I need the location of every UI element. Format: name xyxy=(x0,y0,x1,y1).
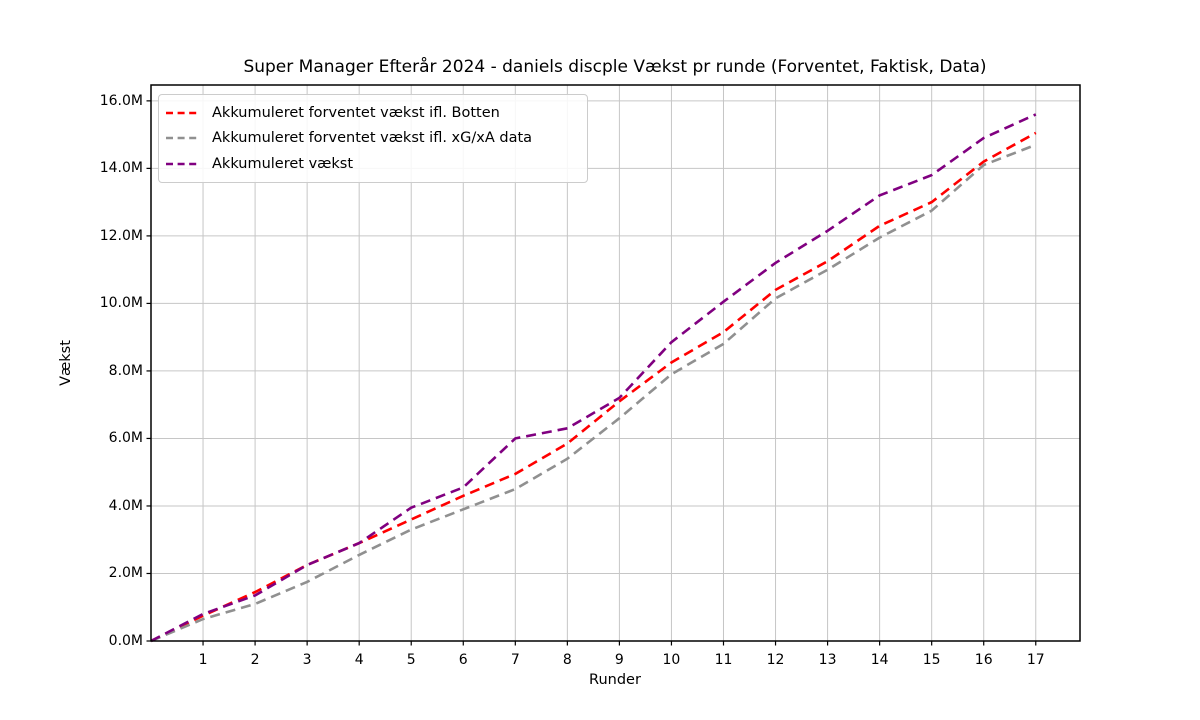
y-tick-label: 6.0M xyxy=(108,430,143,447)
x-tick-label: 5 xyxy=(406,652,416,668)
x-tick-label: 9 xyxy=(614,652,624,668)
x-tick-label: 6 xyxy=(458,652,468,668)
chart-title: Super Manager Efterår 2024 - daniels dis… xyxy=(243,57,987,77)
x-tick-label: 17 xyxy=(1026,652,1045,668)
y-tick-label: 16.0M xyxy=(99,92,143,109)
x-tick-label: 7 xyxy=(510,652,520,668)
dashed-line-swatch-gray xyxy=(166,136,198,140)
x-axis-label: Runder xyxy=(589,672,641,688)
legend-item-vaekst: Akkumuleret vækst xyxy=(166,151,577,177)
series-line-vaekst xyxy=(150,113,1037,643)
y-axis-label: Vækst xyxy=(58,340,74,386)
y-tick-label: 0.0M xyxy=(108,633,143,649)
x-tick-label: 1 xyxy=(198,652,208,668)
y-tick-label: 4.0M xyxy=(108,497,143,514)
legend-label: Akkumuleret vækst xyxy=(212,155,354,172)
dashed-line-swatch-purple xyxy=(166,162,198,166)
legend-label: Akkumuleret forventet vækst ifl. Botten xyxy=(212,104,500,121)
y-tick-label: 8.0M xyxy=(108,362,143,379)
legend-item-xgxa: Akkumuleret forventet vækst ifl. xG/xA d… xyxy=(166,126,577,152)
x-tick-label: 4 xyxy=(354,652,364,668)
series-line-xgxa xyxy=(150,143,1037,643)
y-tick-label: 2.0M xyxy=(108,565,143,582)
y-tick-label: 12.0M xyxy=(99,227,143,244)
series-line-botten xyxy=(150,131,1037,643)
dashed-line-swatch-red xyxy=(166,111,198,115)
x-tick-label: 16 xyxy=(974,652,993,668)
x-tick-label: 8 xyxy=(562,652,572,668)
x-tick-label: 12 xyxy=(766,652,785,668)
x-tick-label: 11 xyxy=(714,652,733,668)
x-tick-label: 14 xyxy=(870,652,889,668)
plot-border xyxy=(150,84,1081,642)
y-tick-label: 14.0M xyxy=(99,160,143,177)
y-tick-label: 10.0M xyxy=(99,295,143,312)
legend: Akkumuleret forventet vækst ifl. Botten … xyxy=(158,94,588,183)
x-tick-label: 2 xyxy=(250,652,260,668)
x-tick-label: 10 xyxy=(662,652,681,668)
legend-label: Akkumuleret forventet vækst ifl. xG/xA d… xyxy=(212,130,533,147)
x-tick-label: 3 xyxy=(302,652,312,668)
x-tick-label: 13 xyxy=(818,652,837,668)
legend-item-botten: Akkumuleret forventet vækst ifl. Botten xyxy=(166,100,577,126)
x-tick-label: 15 xyxy=(922,652,941,668)
